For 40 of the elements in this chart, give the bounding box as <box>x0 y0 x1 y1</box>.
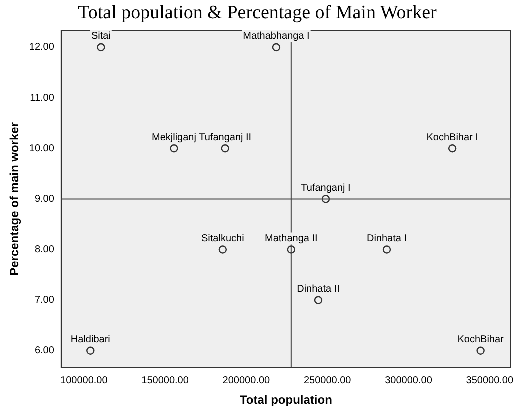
point <box>86 346 95 356</box>
y-axis-title: Percentage of main worker <box>8 122 22 276</box>
x-tick-label: 150000.00 <box>142 375 190 386</box>
annotation: Tufanganj II <box>199 132 252 144</box>
annotation: Sitalkuchi <box>202 234 244 245</box>
point <box>287 246 296 254</box>
point <box>322 195 330 204</box>
x-tick-label: 250000.00 <box>304 375 352 386</box>
point <box>218 246 228 254</box>
y-tick-label: 6.00 <box>34 346 55 357</box>
point <box>170 144 178 153</box>
y-tick-label: 11.00 <box>30 92 55 104</box>
annotation: KochBihar <box>458 334 505 346</box>
annotation: Haldibari <box>70 334 110 346</box>
chart-title: Total population & Percentage of Main Worker <box>78 2 438 24</box>
point <box>221 144 230 153</box>
point <box>97 43 106 52</box>
annotation: Tufanganj I <box>301 182 351 194</box>
point <box>382 246 392 254</box>
point <box>448 144 457 153</box>
point <box>476 346 485 356</box>
y-tick-label: 8.00 <box>34 244 55 256</box>
x-tick-label: 350000.00 <box>466 375 514 386</box>
annotation: KochBihar I <box>426 132 478 144</box>
y-tick-label: 9.00 <box>34 194 55 205</box>
annotation: Dinhata II <box>297 284 340 296</box>
annotation: Mathabhanga I <box>243 31 310 42</box>
y-tick-label: 7.00 <box>34 295 55 306</box>
y-tick-label: 12.00 <box>29 42 55 54</box>
y-tick-label: 10.00 <box>29 143 55 154</box>
annotation: Mekjliganj <box>152 132 196 144</box>
annotation: Dinhata I <box>366 234 408 245</box>
x-tick-label: 100000.00 <box>60 375 108 386</box>
x-axis-title: Total population <box>240 393 332 408</box>
point <box>272 43 281 52</box>
x-tick-label: 300000.00 <box>385 375 433 386</box>
point <box>314 296 323 304</box>
annotation: Mathanga II <box>265 234 318 245</box>
annotation: Sitai <box>91 31 111 42</box>
x-tick-label: 200000.00 <box>222 375 271 386</box>
